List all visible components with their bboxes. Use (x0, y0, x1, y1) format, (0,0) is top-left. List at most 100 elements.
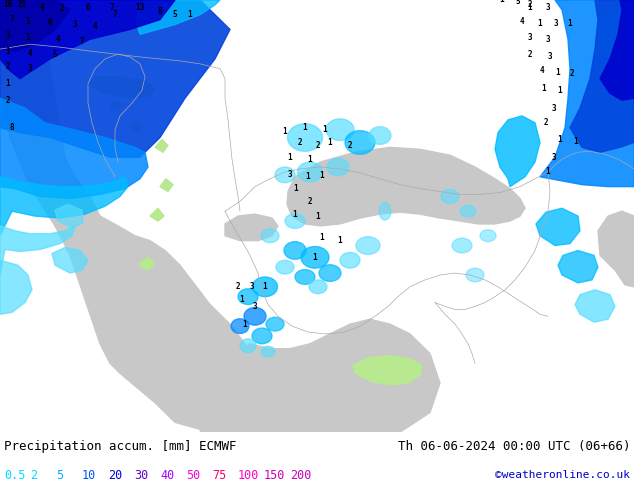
Text: 1: 1 (527, 3, 533, 12)
Text: 2: 2 (527, 0, 533, 9)
Text: 3: 3 (73, 20, 77, 29)
Text: 5: 5 (172, 10, 178, 19)
Polygon shape (495, 116, 540, 187)
Text: 100: 100 (238, 468, 259, 482)
Ellipse shape (295, 270, 315, 284)
Text: 0.5: 0.5 (4, 468, 25, 482)
Polygon shape (353, 356, 422, 385)
Polygon shape (52, 247, 88, 273)
Ellipse shape (345, 131, 375, 154)
Text: 20: 20 (108, 468, 122, 482)
Text: 2: 2 (527, 49, 533, 58)
Text: 1: 1 (6, 47, 10, 55)
Text: 1: 1 (323, 125, 327, 134)
Text: Precipitation accum. [mm] ECMWF: Precipitation accum. [mm] ECMWF (4, 440, 236, 453)
Text: 2: 2 (316, 141, 320, 150)
Polygon shape (0, 177, 128, 236)
Polygon shape (598, 211, 634, 287)
Ellipse shape (238, 289, 258, 304)
Text: 1: 1 (243, 319, 247, 329)
Text: 2: 2 (570, 69, 574, 78)
Text: 1: 1 (294, 184, 299, 193)
Ellipse shape (275, 167, 295, 183)
Text: 4: 4 (40, 3, 44, 12)
Text: 4: 4 (520, 17, 524, 26)
Text: 8: 8 (158, 7, 162, 16)
Text: 3: 3 (288, 171, 292, 179)
Text: 2: 2 (544, 118, 548, 127)
Text: 1: 1 (6, 79, 10, 88)
Text: 3: 3 (546, 35, 550, 44)
Text: 200: 200 (290, 468, 311, 482)
Polygon shape (600, 0, 634, 100)
Text: 40: 40 (160, 468, 174, 482)
Text: 1: 1 (567, 19, 573, 28)
Polygon shape (0, 0, 175, 78)
Text: 2: 2 (30, 468, 37, 482)
Text: 21: 21 (17, 0, 27, 9)
Text: 13: 13 (136, 3, 145, 12)
Ellipse shape (326, 119, 354, 141)
Text: 7: 7 (80, 37, 84, 46)
Text: 7: 7 (10, 15, 15, 24)
Text: 1: 1 (293, 210, 297, 219)
Text: 1: 1 (316, 212, 320, 220)
Text: 3: 3 (553, 19, 559, 28)
Ellipse shape (261, 346, 275, 357)
Text: 1: 1 (306, 172, 310, 181)
Text: 75: 75 (212, 468, 226, 482)
Text: 7: 7 (113, 10, 117, 19)
Text: 1: 1 (546, 168, 550, 176)
Text: 3: 3 (552, 103, 556, 113)
Polygon shape (570, 0, 634, 152)
Ellipse shape (301, 246, 329, 268)
Text: 3: 3 (527, 33, 533, 42)
Text: 1: 1 (541, 84, 547, 93)
Text: 1: 1 (328, 138, 332, 147)
Polygon shape (110, 100, 122, 112)
Ellipse shape (327, 158, 349, 176)
Text: 30: 30 (134, 468, 148, 482)
Ellipse shape (244, 307, 266, 325)
Text: 1: 1 (240, 295, 244, 304)
Text: 10: 10 (82, 468, 96, 482)
Ellipse shape (284, 242, 306, 259)
Text: 1: 1 (320, 233, 325, 242)
Text: 3: 3 (548, 52, 552, 61)
Text: 1: 1 (307, 155, 313, 164)
Polygon shape (136, 0, 220, 34)
Text: 2: 2 (6, 96, 10, 105)
Text: 1: 1 (320, 172, 325, 180)
Text: 5: 5 (53, 49, 57, 58)
Text: 1: 1 (538, 19, 542, 28)
Text: 3: 3 (28, 64, 32, 74)
Text: 3: 3 (250, 282, 254, 292)
Text: 4: 4 (28, 49, 32, 57)
Polygon shape (0, 260, 32, 314)
Text: 1: 1 (26, 17, 30, 26)
Text: 2: 2 (60, 4, 64, 13)
Text: 16: 16 (3, 0, 13, 9)
Text: 6: 6 (86, 3, 90, 12)
Polygon shape (0, 10, 260, 432)
Polygon shape (536, 208, 580, 245)
Polygon shape (85, 76, 155, 98)
Polygon shape (0, 0, 70, 51)
Text: 1: 1 (574, 137, 578, 146)
Ellipse shape (252, 277, 278, 296)
Text: 3: 3 (546, 3, 550, 12)
Text: 2: 2 (236, 282, 240, 292)
Text: 2: 2 (6, 62, 10, 71)
Text: 150: 150 (264, 468, 285, 482)
Text: 1: 1 (262, 282, 268, 292)
Text: 4: 4 (56, 35, 60, 44)
Polygon shape (55, 204, 83, 228)
Ellipse shape (287, 124, 323, 151)
Polygon shape (540, 0, 634, 187)
Ellipse shape (452, 238, 472, 253)
Text: 1: 1 (555, 68, 560, 77)
Text: 1: 1 (313, 253, 317, 262)
Polygon shape (160, 179, 173, 192)
Polygon shape (155, 140, 168, 152)
Text: 5: 5 (56, 468, 63, 482)
